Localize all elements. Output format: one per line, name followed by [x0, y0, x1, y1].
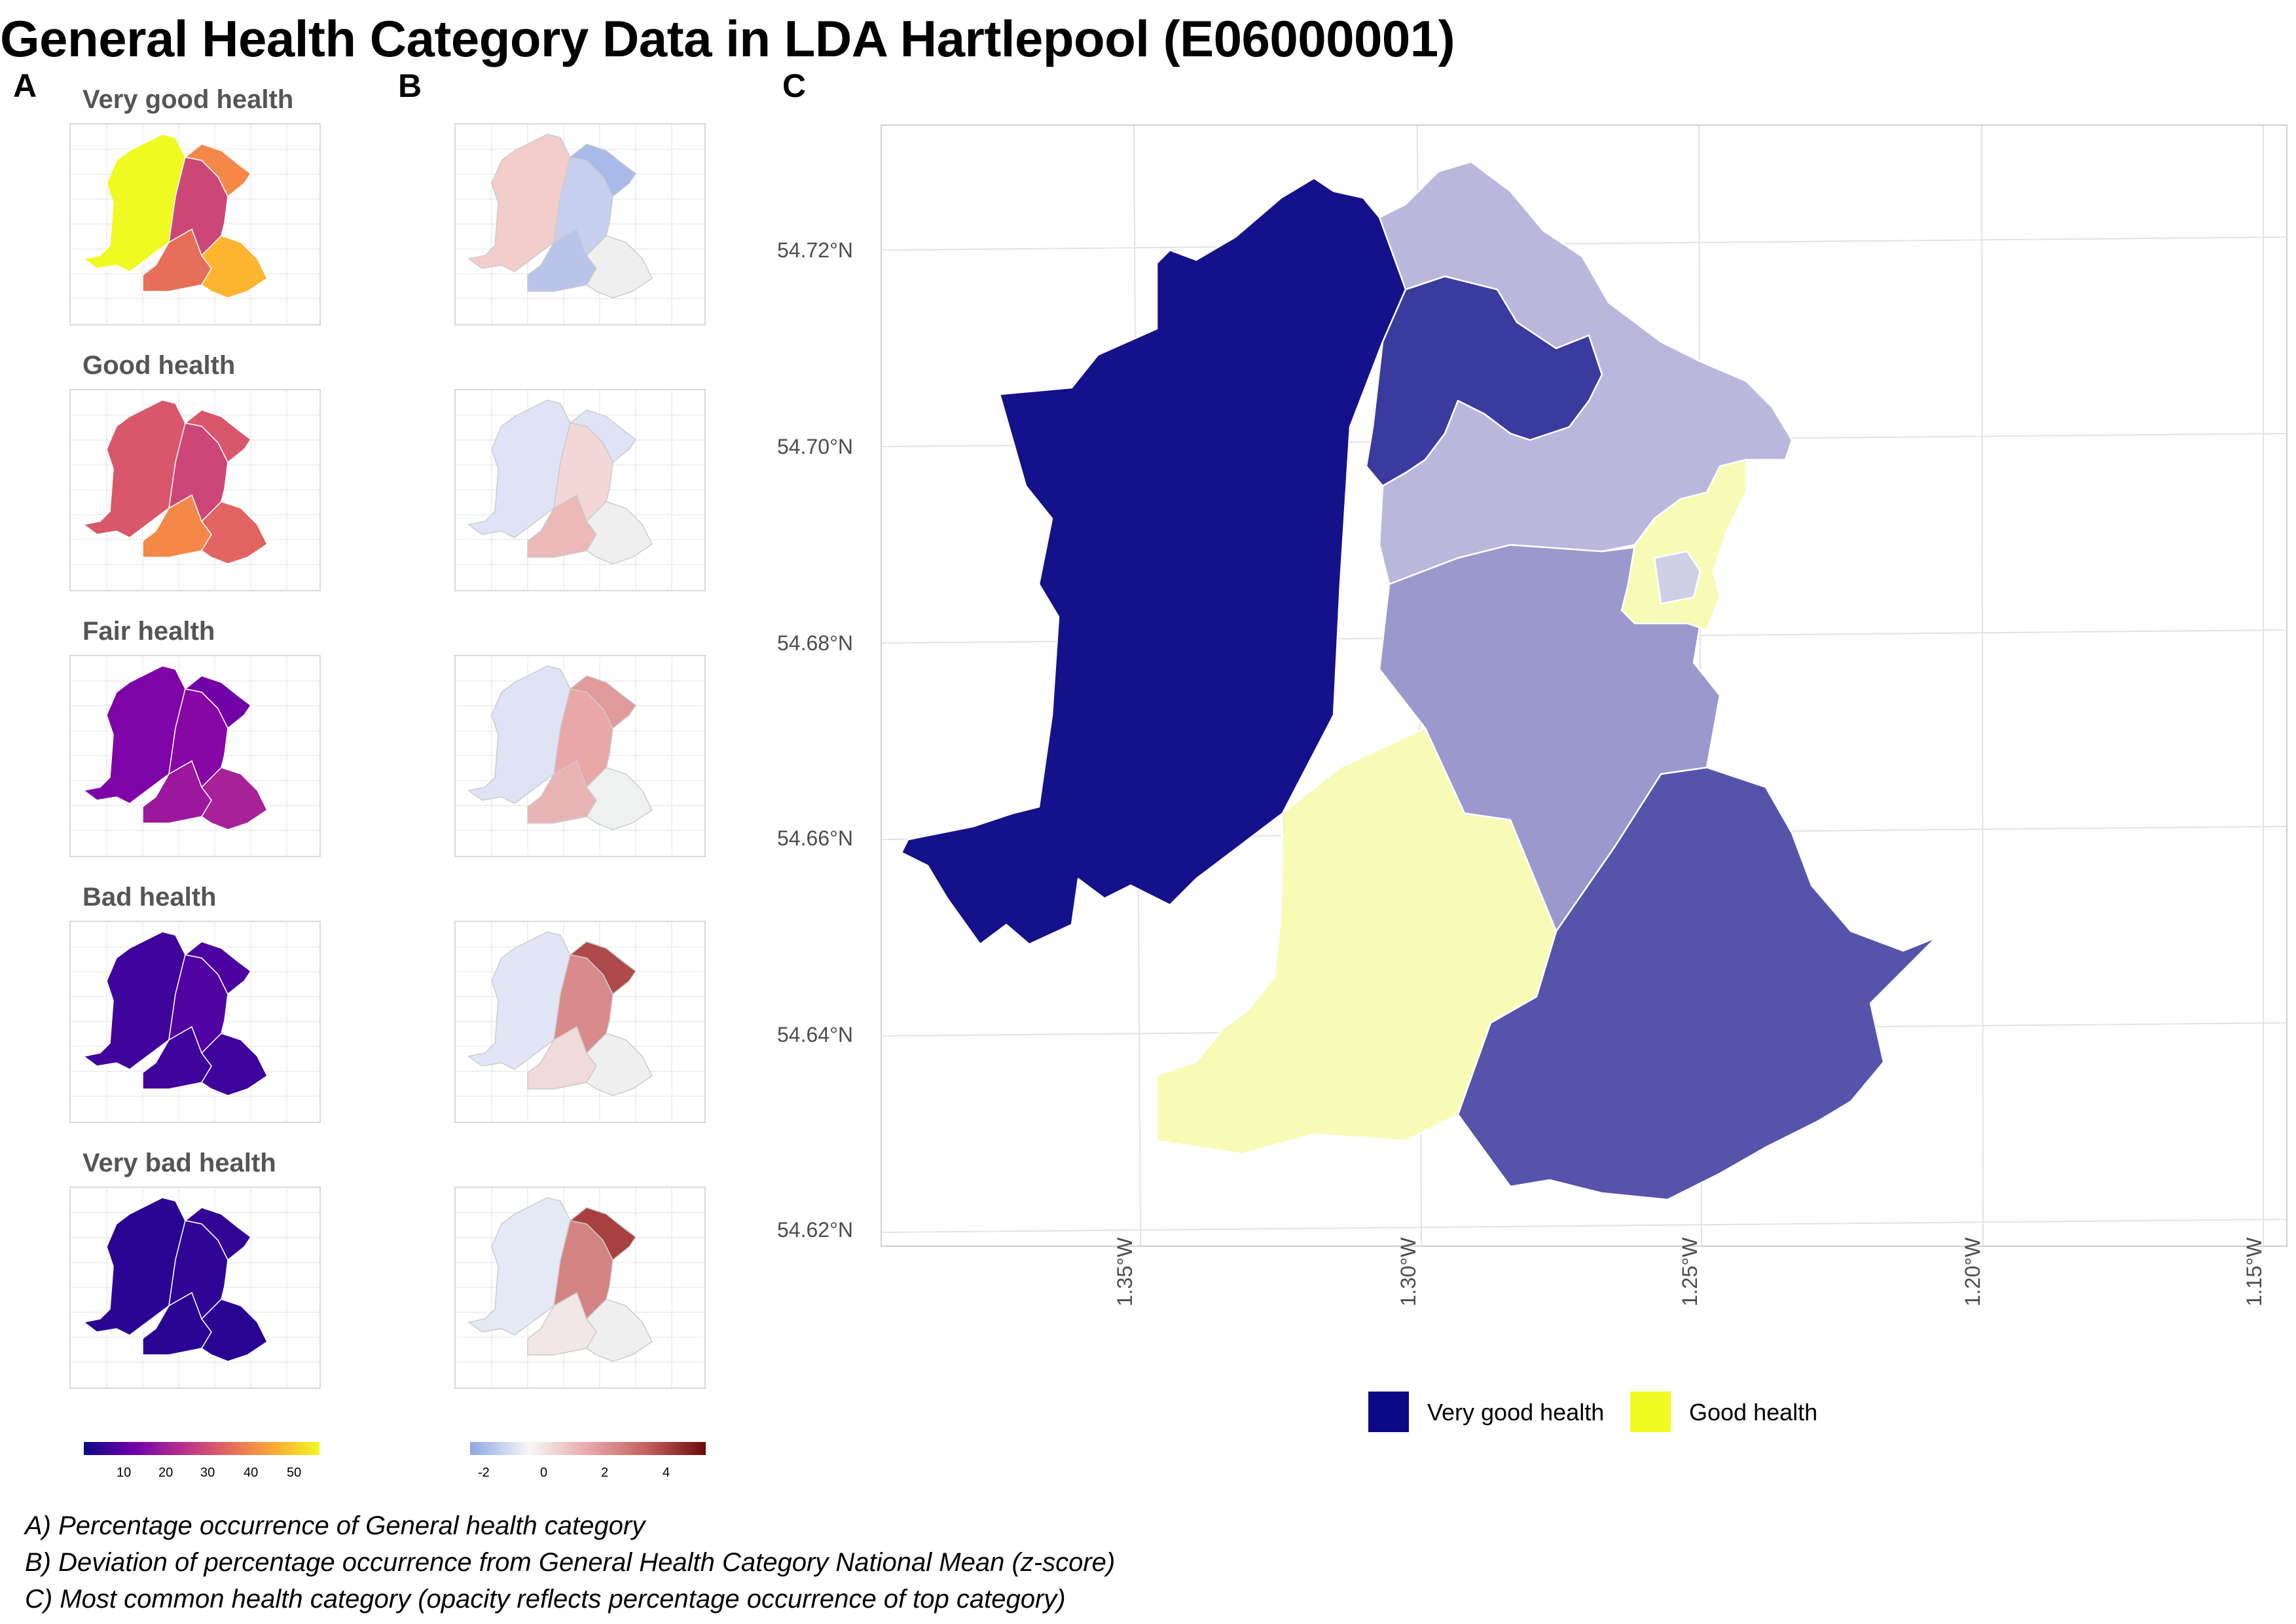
panel-label-b: B: [398, 67, 422, 104]
mini-map-region: [467, 399, 571, 538]
mini-map-region: [569, 1207, 637, 1261]
mini-map-region: [200, 767, 268, 830]
mini-map-region: [585, 767, 653, 830]
mini-map-region: [569, 409, 637, 464]
y-tick-label: 54.62°N: [777, 1218, 853, 1242]
mini-map-region: [467, 1197, 571, 1336]
x-tick-label: 1.25°W: [1678, 1237, 1702, 1306]
mini-map-region: [200, 1299, 268, 1362]
mini-map-region: [569, 675, 637, 729]
grid-line: [882, 1219, 2286, 1233]
mini-map-region: [585, 1299, 653, 1362]
colorbar-b-tick: 0: [540, 1466, 548, 1480]
figure-title: General Health Category Data in LDA Hart…: [0, 10, 1455, 67]
colorbar-b: [470, 1442, 706, 1455]
colorbar-b-tick: 4: [663, 1466, 670, 1480]
panel-b-map-fair: [454, 655, 706, 857]
mini-map-region: [184, 143, 252, 198]
colorbar-a: [84, 1442, 319, 1455]
y-tick-label: 54.64°N: [777, 1023, 853, 1046]
mini-map-region: [467, 931, 571, 1070]
y-tick-label: 54.70°N: [777, 435, 853, 458]
colorbar-a-tick: 20: [158, 1466, 173, 1480]
grid-line: [882, 236, 2286, 251]
mini-map-region: [82, 931, 186, 1070]
main-map-svg: [882, 126, 2286, 1246]
facet-title-good: Good health: [82, 351, 236, 380]
mini-map-region: [200, 235, 268, 299]
mini-map-shape: [82, 399, 268, 564]
caption-a: A) Percentage occurrence of General heal…: [25, 1511, 646, 1540]
facet-title-very-good: Very good health: [82, 85, 294, 114]
x-tick-label: 1.15°W: [2242, 1237, 2266, 1306]
legend-swatch-very-good: [1368, 1392, 1409, 1432]
panel-a-map-good: [69, 389, 321, 591]
mini-map-region: [82, 399, 186, 538]
facet-title-fair: Fair health: [82, 617, 215, 646]
mini-map-region: [184, 1207, 252, 1261]
colorbar-a-tick: 40: [244, 1466, 259, 1480]
mini-map-region: [82, 1197, 186, 1336]
panel-label-a: A: [13, 67, 37, 104]
panel-b-map-good: [454, 389, 706, 591]
mini-map-shape: [467, 931, 653, 1096]
mini-map-region: [82, 134, 186, 272]
grid-line: [1981, 126, 1984, 1246]
facet-title-very-bad: Very bad health: [82, 1149, 276, 1177]
panel-b-map-very-good: [454, 123, 706, 325]
mini-map-shape: [467, 399, 653, 564]
panel-label-c: C: [782, 67, 807, 104]
colorbar-b-tick: 2: [601, 1466, 609, 1480]
region-headland: [1653, 550, 1702, 605]
mini-map-shape: [82, 134, 268, 299]
panel-b-map-very-bad: [454, 1187, 706, 1389]
mini-map-shape: [82, 931, 268, 1096]
colorbar-a-tick: 50: [287, 1466, 302, 1480]
panel-b-map-bad: [454, 921, 706, 1123]
colorbar-a-tick: 10: [117, 1466, 132, 1480]
region-south-east: [1457, 766, 1937, 1201]
mini-map-region: [184, 941, 252, 995]
colorbar-b-tick: -2: [478, 1466, 490, 1480]
mini-map-shape: [82, 1197, 268, 1362]
mini-map-region: [585, 1033, 653, 1096]
panel-a-map-bad: [69, 921, 321, 1123]
x-tick-label: 1.20°W: [1961, 1237, 1984, 1306]
mini-map-shape: [467, 134, 653, 299]
mini-map-region: [569, 143, 637, 198]
y-tick-label: 54.68°N: [777, 631, 853, 655]
y-tick-label: 54.72°N: [777, 238, 853, 262]
mini-map-region: [184, 409, 252, 464]
panel-a-map-fair: [69, 655, 321, 857]
x-tick-label: 1.35°W: [1113, 1237, 1137, 1306]
panel-a-map-very-good: [69, 123, 321, 325]
mini-map-shape: [467, 665, 653, 830]
legend-label-very-good: Very good health: [1427, 1399, 1605, 1426]
legend-swatch-good: [1630, 1392, 1671, 1432]
caption-c: C) Most common health category (opacity …: [25, 1585, 1066, 1614]
mini-map-shape: [467, 1197, 653, 1362]
region-coast-harbour: [1620, 458, 1747, 631]
panel-a-map-very-bad: [69, 1187, 321, 1389]
mini-map-shape: [82, 665, 268, 830]
mini-map-region: [82, 665, 186, 804]
mini-map-region: [585, 235, 653, 299]
y-tick-label: 54.66°N: [777, 826, 853, 850]
mini-map-region: [585, 501, 653, 564]
mini-map-region: [467, 665, 571, 804]
main-map-panel: [881, 124, 2287, 1247]
region-north-east: [1378, 160, 1793, 585]
caption-b: B) Deviation of percentage occurrence fr…: [25, 1548, 1116, 1577]
legend-label-good: Good health: [1689, 1399, 1818, 1426]
mini-map-region: [467, 134, 571, 272]
colorbar-a-tick: 30: [200, 1466, 215, 1480]
mini-map-region: [200, 501, 268, 564]
mini-map-region: [184, 675, 252, 729]
x-tick-label: 1.30°W: [1396, 1237, 1420, 1306]
mini-map-region: [569, 941, 637, 995]
facet-title-bad: Bad health: [82, 883, 217, 912]
mini-map-region: [200, 1033, 268, 1096]
